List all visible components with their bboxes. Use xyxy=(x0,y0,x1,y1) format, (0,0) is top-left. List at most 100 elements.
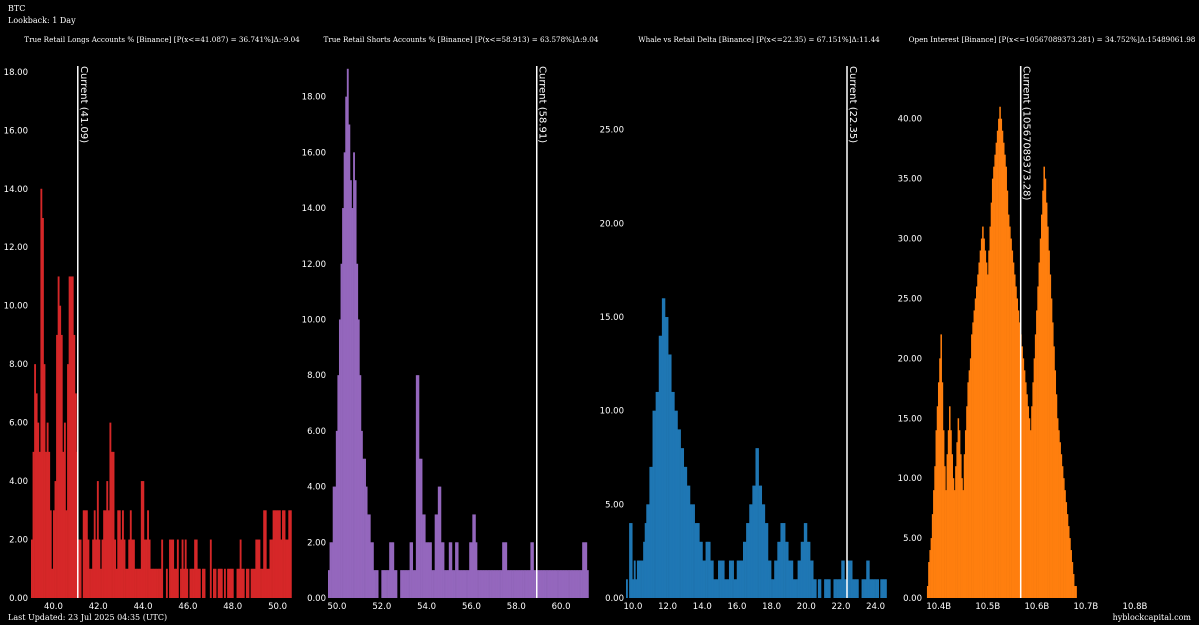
x-tick-label: 24.0 xyxy=(866,602,885,612)
y-tick-label: 20.00 xyxy=(600,219,624,229)
histogram-bar xyxy=(679,429,681,598)
histogram-bar xyxy=(968,370,971,598)
histogram-bar xyxy=(345,96,348,598)
histogram-bar xyxy=(70,276,73,598)
histogram-bar xyxy=(1037,286,1039,598)
histogram-bar xyxy=(650,466,653,598)
histogram-bar xyxy=(198,568,201,598)
histogram-bar xyxy=(408,570,410,598)
histogram-bar xyxy=(1032,382,1034,598)
x-tick-label: 56.0 xyxy=(462,602,481,612)
histogram-bar xyxy=(1065,502,1068,598)
histogram-bar xyxy=(247,568,250,598)
histogram-bar xyxy=(473,514,476,598)
histogram-bar xyxy=(982,226,984,598)
histogram-bar xyxy=(528,570,531,598)
histogram-bar xyxy=(880,579,883,598)
histogram-bar xyxy=(844,579,847,598)
histogram-bar xyxy=(59,305,62,598)
histogram-bar xyxy=(32,451,35,598)
histogram-bar xyxy=(984,250,987,598)
histogram-bar xyxy=(1018,322,1021,598)
histogram-bar xyxy=(979,250,982,598)
histogram-bar xyxy=(376,570,379,598)
histogram-bar xyxy=(640,560,642,598)
histogram-bar xyxy=(356,263,359,598)
x-tick-label: 46.0 xyxy=(178,602,197,612)
histogram-bar xyxy=(961,478,963,598)
histogram-bar xyxy=(48,451,51,598)
histogram-bar xyxy=(349,180,352,598)
histogram-bar xyxy=(805,523,808,598)
y-tick-label: 40.00 xyxy=(898,115,922,125)
histogram-bar xyxy=(342,208,344,599)
histogram-bar xyxy=(450,542,453,598)
histogram-bar xyxy=(250,568,253,598)
histogram-bar xyxy=(569,570,572,598)
histogram-bar xyxy=(750,504,753,598)
histogram-bar xyxy=(989,226,992,598)
histogram-bar xyxy=(746,523,748,598)
histogram-bar xyxy=(136,568,138,598)
histogram-bar xyxy=(122,510,124,598)
histogram-bar xyxy=(381,570,384,598)
histogram-bar xyxy=(1072,574,1075,598)
histogram-bar xyxy=(819,579,822,598)
histogram-bar xyxy=(654,410,656,598)
histogram-bar xyxy=(217,568,220,598)
histogram-bar xyxy=(1010,238,1012,599)
histogram-bar xyxy=(203,568,206,598)
histogram-bar xyxy=(1044,178,1047,598)
histogram-bar xyxy=(375,570,377,598)
histogram-bar xyxy=(1041,214,1043,598)
y-tick-label: 14.00 xyxy=(4,185,28,195)
histogram-bar xyxy=(945,490,947,598)
histogram-bar xyxy=(555,570,558,598)
histogram-bar xyxy=(646,504,649,598)
histogram-bar xyxy=(448,542,451,598)
histogram-bar xyxy=(219,568,222,598)
histogram-bar xyxy=(983,238,985,599)
histogram-bar xyxy=(286,539,289,598)
histogram-bar xyxy=(531,542,534,598)
histogram-bar xyxy=(1054,370,1057,598)
histogram-bar xyxy=(85,510,88,598)
histogram-bar xyxy=(767,560,770,598)
histogram-bar xyxy=(708,541,711,598)
chart-title: Open Interest [Binance] [P(x<=1056708937… xyxy=(909,35,1196,44)
histogram-bar xyxy=(946,454,949,598)
histogram-bar xyxy=(727,579,730,598)
histogram-bar xyxy=(951,454,953,598)
histogram-bar xyxy=(1004,154,1006,599)
histogram-bar xyxy=(680,448,683,598)
histogram-bar xyxy=(1053,346,1055,598)
histogram-bar xyxy=(46,422,49,598)
histogram-bar xyxy=(343,152,346,598)
histogram-bar xyxy=(96,481,99,598)
chart-title: Whale vs Retail Delta [Binance] [P(x<=22… xyxy=(638,35,880,44)
histogram-bar xyxy=(686,485,689,598)
histogram-bar xyxy=(665,317,667,598)
histogram-bar xyxy=(928,562,930,598)
histogram-bar xyxy=(285,539,288,598)
histogram-bar xyxy=(929,550,931,598)
y-tick-label: 35.00 xyxy=(898,175,922,185)
histogram-bar xyxy=(696,523,699,598)
histogram-bar xyxy=(700,541,703,598)
histogram-bar xyxy=(789,560,792,598)
histogram-bar xyxy=(636,560,639,598)
histogram-bar xyxy=(461,570,464,598)
histogram-bar xyxy=(524,570,526,598)
histogram-bar xyxy=(43,364,46,598)
histogram-bar xyxy=(101,539,104,598)
histogram-bar xyxy=(126,568,129,598)
histogram-bar xyxy=(1043,166,1045,598)
y-tick-label: 25.00 xyxy=(898,294,922,304)
chart-title: True Retail Longs Accounts % [Binance] [… xyxy=(24,35,300,44)
y-tick-label: 10.00 xyxy=(600,407,624,417)
histogram-bar xyxy=(705,541,708,598)
histogram-bar xyxy=(78,539,80,598)
histogram-bar xyxy=(994,154,996,599)
histogram-bar xyxy=(926,586,929,598)
histogram-bar xyxy=(955,466,957,598)
